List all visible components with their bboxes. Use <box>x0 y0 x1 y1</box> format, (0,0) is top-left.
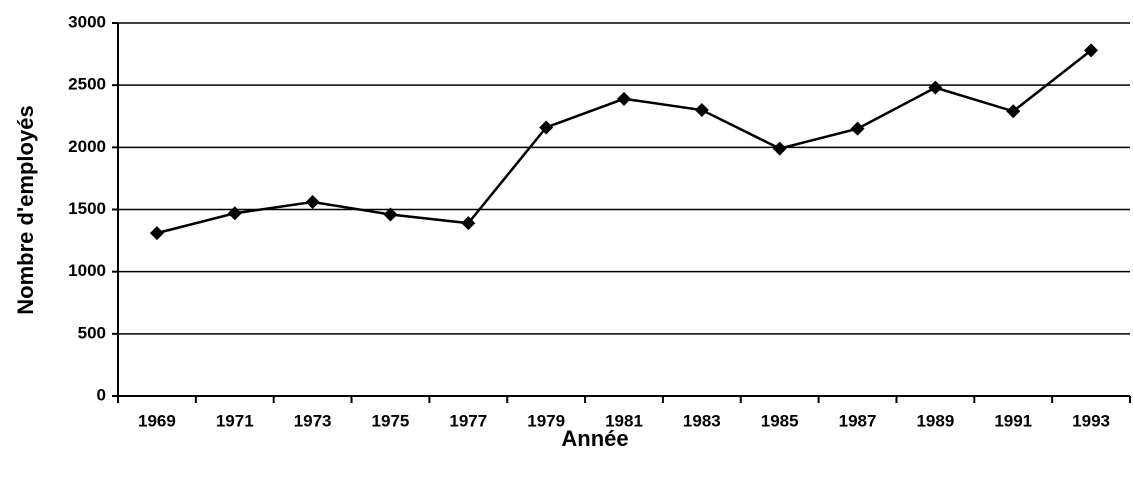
x-tick-label: 1987 <box>839 411 877 430</box>
x-tick-label: 1977 <box>449 411 487 430</box>
marker <box>461 216 476 231</box>
x-tick-label: 1989 <box>916 411 954 430</box>
y-tick-label: 1000 <box>68 261 106 280</box>
marker <box>928 80 943 95</box>
marker <box>539 120 554 135</box>
y-tick-label: 1500 <box>68 199 106 218</box>
x-tick-label: 1981 <box>605 411 643 430</box>
marker <box>383 207 398 222</box>
x-tick-label: 1985 <box>761 411 799 430</box>
marker <box>305 195 320 210</box>
marker <box>694 103 709 118</box>
y-tick-label: 500 <box>78 323 106 342</box>
x-tick-label: 1975 <box>372 411 410 430</box>
x-tick-label: 1991 <box>994 411 1032 430</box>
y-tick-label: 2000 <box>68 137 106 156</box>
y-tick-label: 2500 <box>68 75 106 94</box>
marker <box>772 141 787 156</box>
marker <box>850 121 865 136</box>
x-tick-label: 1969 <box>138 411 176 430</box>
x-tick-label: 1983 <box>683 411 721 430</box>
marker <box>227 206 242 221</box>
x-axis-title: Année <box>561 426 628 451</box>
x-tick-label: 1973 <box>294 411 332 430</box>
y-tick-label: 0 <box>97 385 106 404</box>
y-tick-label: 3000 <box>68 12 106 31</box>
marker <box>149 226 164 241</box>
y-axis-title: Nombre d'employés <box>13 105 38 314</box>
x-tick-label: 1979 <box>527 411 565 430</box>
x-tick-label: 1993 <box>1072 411 1110 430</box>
x-tick-label: 1971 <box>216 411 254 430</box>
series-line <box>156 49 1092 235</box>
marker <box>1084 43 1099 58</box>
marker <box>617 91 631 106</box>
marker <box>1006 104 1021 119</box>
